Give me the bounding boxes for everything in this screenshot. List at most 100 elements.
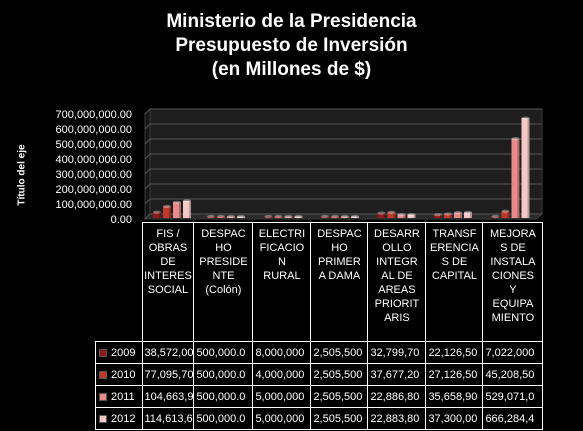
title-line-3: (en Millones de $)	[211, 59, 372, 80]
bar-2009-0	[153, 210, 161, 218]
bar-2009-4	[377, 211, 386, 218]
category-line: S DE	[500, 242, 526, 254]
category-line: PRIMER	[318, 256, 361, 268]
bar-2010-0	[163, 204, 171, 218]
title-line-1: Ministerio de la Presidencia	[166, 11, 417, 32]
category-line: DESPAC	[317, 228, 362, 240]
bar-2012-4	[407, 212, 416, 218]
legend-swatch	[99, 392, 107, 401]
category-line: SOCIAL	[147, 284, 189, 296]
legend-label: 2010	[111, 368, 136, 381]
legend-label: 2009	[111, 346, 136, 359]
category-line: HO	[215, 242, 232, 254]
value-cell: 104,663,9	[141, 385, 195, 408]
value-cell: 37,677,20	[367, 363, 427, 386]
category-line: CIONES	[491, 270, 535, 282]
category-cell: TRANSF ERENCIA S DE CAPITAL	[425, 222, 484, 342]
bar-2011-5	[454, 211, 462, 218]
category-cell: ELECTRI FICACIO N RURAL	[252, 222, 312, 342]
value-cell: 2,505,500	[310, 407, 369, 430]
bar-2012-0	[183, 199, 191, 218]
value-cell: 32,799,70	[367, 341, 427, 364]
category-line: INTEGR	[376, 256, 418, 268]
value-cell: 77,095,70	[141, 363, 195, 386]
data-table: FIS / OBRAS DE INTERES SOCIAL DESPAC HO PRESIDE…	[95, 222, 544, 430]
category-line: RURAL	[263, 270, 301, 282]
value-cell: 7,022,000	[482, 341, 544, 364]
value-cell: 500,000.0	[193, 363, 254, 386]
category-line: OBRAS	[148, 242, 188, 254]
category-line: FICACIO	[259, 242, 305, 254]
bar-2009-2	[264, 214, 273, 219]
chart-title: Ministerio de la Presidencia Presupuesto…	[0, 10, 583, 82]
value-cell: 22,886,80	[367, 385, 427, 408]
bar-2010-5	[444, 212, 452, 218]
category-line: A DAMA	[318, 270, 361, 282]
grid-line-side	[144, 168, 151, 175]
bar-2010-6	[501, 209, 510, 218]
category-line: Y	[509, 284, 517, 296]
value-cell: 2,505,500	[310, 341, 369, 364]
legend-entry-2010: 2010	[95, 363, 143, 386]
value-cell: 35,658,90	[425, 385, 484, 408]
bar-2012-1	[237, 214, 245, 219]
bar-2009-5	[434, 213, 442, 218]
grid-line-side	[144, 198, 151, 205]
category-cell: MEJORA S DE INSTALA CIONES Y EQUIPA MIENTO	[482, 222, 544, 342]
grid-line-side	[144, 153, 151, 160]
bar-2010-4	[387, 210, 396, 218]
bar-2009-6	[491, 214, 500, 219]
category-line: (Colón)	[205, 284, 242, 296]
bar-2011-1	[227, 214, 235, 219]
category-line: MEJORA	[490, 228, 536, 240]
legend-entry-2009: 2009	[95, 341, 143, 364]
value-cell: 5,000,000	[252, 385, 312, 408]
bar-2009-3	[321, 214, 329, 219]
category-line: TRANSF	[432, 228, 477, 240]
bar-2011-4	[397, 212, 406, 218]
legend-entry-2012: 2012	[95, 407, 143, 430]
legend-swatch	[99, 348, 107, 357]
y-tick-label: 200,000,000.00	[56, 184, 132, 196]
value-cell: 114,613,6	[141, 407, 195, 430]
legend-swatch	[99, 370, 107, 379]
bar-2012-6	[521, 116, 530, 218]
bar-2012-2	[294, 214, 303, 219]
value-cell: 500,000.0	[193, 341, 254, 364]
value-cell: 2,505,500	[310, 363, 369, 386]
category-line: DESPAC	[201, 228, 246, 240]
category-line: MIENTO	[491, 312, 535, 324]
category-cell: DESPAC HO PRESIDE NTE (Colón)	[193, 222, 254, 342]
category-line: N	[277, 256, 286, 268]
title-line-2: Presupuesto de Inversión	[175, 35, 408, 56]
value-cell: 22,126,50	[425, 341, 484, 364]
grid-line-side	[144, 123, 151, 130]
grid-line-side	[144, 138, 151, 145]
value-cell: 38,572,00	[141, 341, 195, 364]
y-tick-label: 100,000,000.00	[56, 199, 132, 211]
legend-swatch	[99, 414, 107, 423]
category-line: S DE	[441, 256, 468, 268]
y-tick-label: 600,000,000.00	[56, 124, 132, 136]
category-line: NTE	[212, 270, 235, 282]
bar-2011-6	[511, 137, 520, 218]
value-cell: 500,000.0	[193, 385, 254, 408]
value-cell: 45,208,50	[482, 363, 544, 386]
y-tick-label: 700,000,000.00	[56, 109, 132, 121]
value-cell: 27,126,50	[425, 363, 484, 386]
plot-back-wall	[149, 108, 543, 215]
bar-2011-3	[341, 214, 349, 219]
bar-2011-0	[173, 200, 181, 218]
value-cell: 2,505,500	[310, 385, 369, 408]
table-row: 2009 38,572,00 500,000.0 8,000,000 2,505,500…	[95, 341, 544, 364]
bar-2010-3	[331, 214, 339, 219]
plot-side-wall	[144, 107, 151, 221]
legend-entry-2011: 2011	[95, 385, 143, 408]
category-line: INTERES	[144, 270, 192, 282]
grid-line-side	[144, 213, 151, 220]
category-line: HO	[331, 242, 348, 254]
value-cell: 4,000,000	[252, 363, 312, 386]
category-line: EQUIPA	[492, 298, 534, 310]
bar-2010-1	[217, 214, 225, 219]
